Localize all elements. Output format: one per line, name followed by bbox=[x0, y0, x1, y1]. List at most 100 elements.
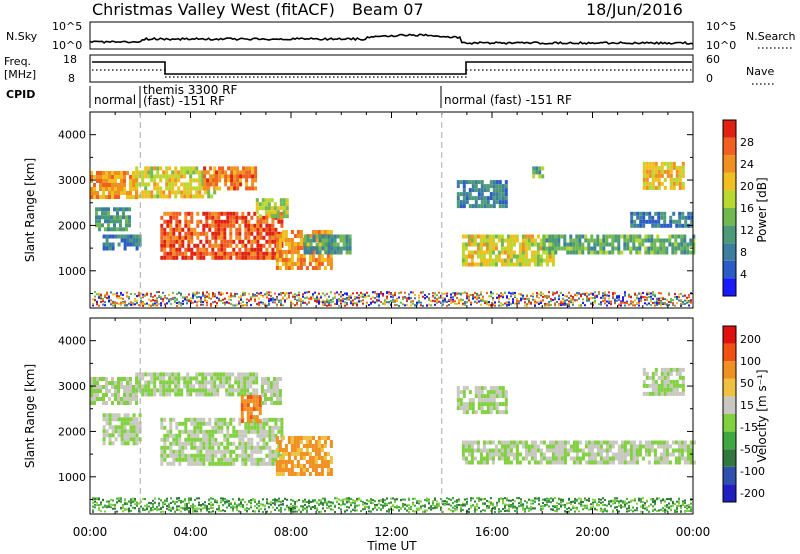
power-ground-scatter bbox=[636, 297, 638, 300]
velocity-cell bbox=[476, 460, 480, 465]
velocity-cell bbox=[477, 386, 481, 391]
velocity-ground-scatter bbox=[158, 497, 160, 500]
velocity-cell bbox=[220, 429, 224, 434]
power-cell bbox=[233, 166, 237, 171]
velocity-cell bbox=[599, 448, 603, 453]
power-cell bbox=[494, 262, 498, 267]
power-ground-scatter bbox=[584, 304, 586, 307]
power-cell bbox=[464, 254, 468, 259]
velocity-cell bbox=[305, 460, 309, 464]
power-cell bbox=[105, 175, 108, 179]
velocity-cell bbox=[663, 391, 667, 396]
power-ground-scatter bbox=[446, 300, 448, 303]
power-ground-scatter bbox=[250, 304, 252, 307]
power-ground-scatter bbox=[522, 296, 524, 299]
velocity-cell bbox=[635, 444, 639, 449]
power-cell bbox=[492, 196, 496, 201]
velocity-cell bbox=[599, 456, 603, 461]
power-ground-scatter bbox=[478, 294, 480, 297]
velocity-cell bbox=[90, 401, 93, 405]
power-ground-scatter bbox=[270, 295, 272, 297]
power-ground-scatter bbox=[312, 294, 314, 297]
power-cell bbox=[132, 171, 135, 175]
power-cell bbox=[99, 175, 102, 179]
power-cell bbox=[259, 231, 263, 236]
power-ground-scatter bbox=[678, 293, 680, 296]
power-cell bbox=[680, 238, 684, 243]
velocity-cell bbox=[178, 457, 182, 462]
power-cell bbox=[129, 238, 133, 243]
power-cell bbox=[672, 219, 676, 224]
velocity-cell bbox=[240, 376, 244, 381]
velocity-cell bbox=[223, 457, 227, 462]
velocity-cell bbox=[189, 392, 193, 397]
power-cell bbox=[156, 166, 160, 171]
velocity-cell bbox=[241, 429, 245, 434]
power-cell bbox=[462, 184, 466, 189]
velocity-cell bbox=[90, 389, 93, 393]
power-ground-scatter bbox=[500, 295, 502, 298]
power-ground-scatter bbox=[426, 304, 428, 307]
power-cell bbox=[211, 215, 215, 220]
power-ground-scatter bbox=[418, 296, 420, 299]
power-cell bbox=[504, 192, 508, 197]
velocity-cell bbox=[648, 391, 652, 396]
power-cell bbox=[678, 165, 682, 170]
power-ground-scatter bbox=[222, 298, 224, 301]
velocity-cell bbox=[196, 449, 200, 454]
power-ground-scatter bbox=[282, 292, 284, 294]
power-ground-scatter bbox=[596, 295, 598, 298]
power-cell bbox=[229, 223, 233, 228]
power-cell bbox=[309, 250, 313, 255]
velocity-ground-scatter bbox=[208, 510, 210, 513]
power-ground-scatter bbox=[526, 298, 528, 300]
velocity-cell bbox=[266, 385, 270, 389]
velocity-cell bbox=[287, 452, 291, 456]
velocity-cell bbox=[689, 444, 693, 449]
velocity-cell bbox=[329, 444, 333, 448]
velocity-cell bbox=[240, 372, 244, 377]
velocity-cell bbox=[249, 407, 253, 412]
power-cell bbox=[227, 174, 231, 179]
power-ground-scatter bbox=[488, 301, 490, 303]
velocity-ground-scatter bbox=[206, 507, 208, 509]
power-cell bbox=[296, 258, 300, 262]
power-cell bbox=[315, 246, 319, 251]
power-cell bbox=[648, 211, 652, 216]
power-ground-scatter bbox=[550, 298, 552, 301]
power-cell bbox=[208, 227, 212, 232]
velocity-cell bbox=[240, 380, 244, 385]
power-cell bbox=[150, 178, 154, 183]
velocity-cell bbox=[231, 388, 235, 393]
power-cell bbox=[645, 185, 649, 190]
velocity-ground-scatter bbox=[154, 501, 156, 504]
power-ground-scatter bbox=[344, 297, 346, 300]
power-ground-scatter bbox=[488, 295, 490, 298]
power-ground-scatter bbox=[690, 301, 692, 304]
velocity-cell bbox=[268, 425, 272, 430]
power-ground-scatter bbox=[258, 301, 260, 304]
power-cell bbox=[482, 234, 486, 239]
power-ground-scatter bbox=[538, 301, 540, 304]
power-ground-scatter bbox=[676, 296, 678, 298]
power-ground-scatter bbox=[470, 303, 472, 306]
velocity-cell bbox=[263, 397, 267, 401]
power-cell bbox=[177, 190, 181, 195]
velocity-cell bbox=[175, 433, 179, 438]
power-cell bbox=[174, 170, 178, 175]
velocity-cell bbox=[488, 452, 492, 457]
power-cell bbox=[255, 198, 259, 203]
power-ground-scatter bbox=[668, 301, 670, 303]
velocity-cell bbox=[205, 445, 209, 450]
velocity-cell bbox=[184, 429, 188, 434]
velocity-cell bbox=[626, 452, 630, 457]
power-ground-scatter bbox=[144, 303, 146, 306]
power-cell bbox=[213, 170, 217, 175]
velocity-cell bbox=[163, 437, 167, 442]
velocity-cell bbox=[190, 461, 194, 466]
power-cell bbox=[666, 173, 670, 178]
velocity-cell bbox=[99, 385, 102, 389]
power-cell bbox=[569, 238, 573, 243]
power-cell bbox=[651, 215, 655, 220]
power-cell bbox=[262, 235, 266, 240]
